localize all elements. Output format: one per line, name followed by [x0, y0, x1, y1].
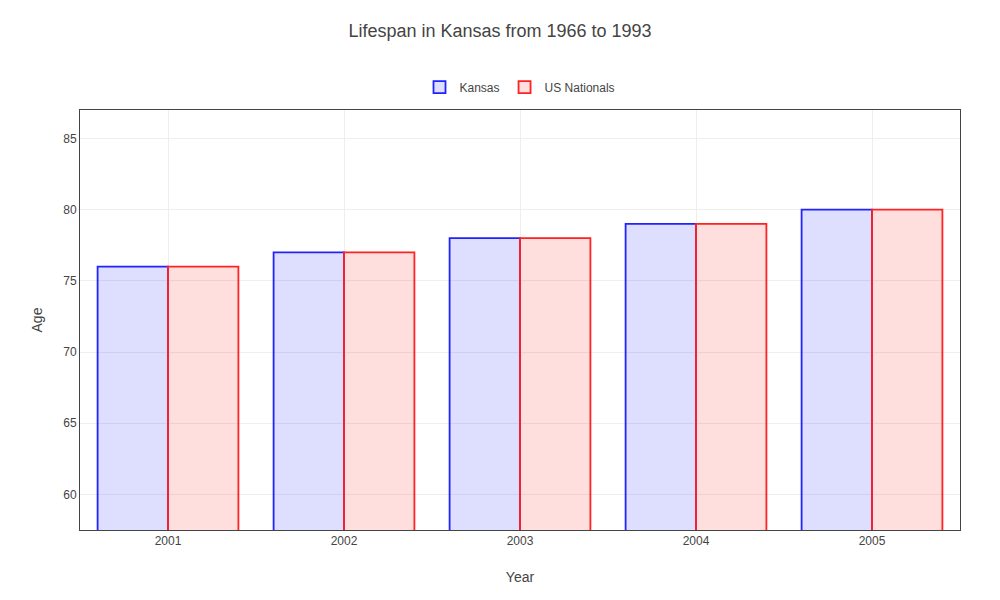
svg-text:60: 60: [63, 488, 77, 502]
svg-text:2004: 2004: [683, 534, 710, 548]
svg-text:Kansas: Kansas: [460, 81, 500, 95]
svg-text:75: 75: [63, 274, 77, 288]
svg-text:2001: 2001: [155, 534, 182, 548]
svg-text:85: 85: [63, 132, 77, 146]
svg-text:US Nationals: US Nationals: [545, 81, 615, 95]
svg-text:65: 65: [63, 416, 77, 430]
svg-text:2002: 2002: [331, 534, 358, 548]
svg-text:70: 70: [63, 345, 77, 359]
svg-text:Age: Age: [29, 307, 45, 332]
svg-text:Lifespan in Kansas from 1966 t: Lifespan in Kansas from 1966 to 1993: [348, 21, 651, 41]
svg-text:2005: 2005: [859, 534, 886, 548]
svg-text:Year: Year: [506, 569, 535, 585]
svg-text:2003: 2003: [507, 534, 534, 548]
svg-text:80: 80: [63, 203, 77, 217]
